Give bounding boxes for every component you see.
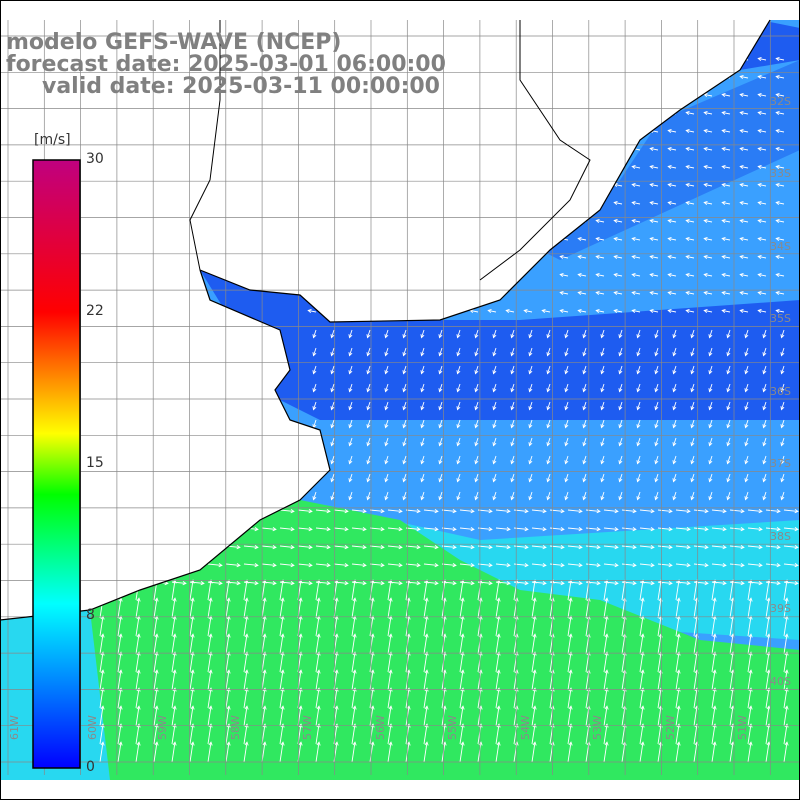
lat-label: 35S — [770, 312, 791, 325]
colorbar-tick: 8 — [86, 607, 95, 623]
title-valid-date: valid date: 2025-03-11 00:00:00 — [42, 74, 440, 99]
lon-label: 61W — [8, 715, 21, 740]
colorbar — [32, 159, 81, 769]
lon-label: 60W — [86, 715, 99, 740]
lat-label: 33S — [770, 167, 791, 180]
lon-label: 53W — [591, 715, 604, 740]
wind-vectors — [96, 56, 799, 763]
lon-label: 51W — [736, 715, 749, 740]
lon-label: 55W — [446, 715, 459, 740]
lat-label: 34S — [770, 240, 791, 253]
title-model: modelo GEFS-WAVE (NCEP) — [6, 30, 342, 55]
title-forecast-date: forecast date: 2025-03-01 06:00:00 — [6, 52, 446, 77]
colorbar-tick: 30 — [86, 151, 104, 167]
colorbar-tick: 15 — [86, 455, 104, 471]
lon-label: 57W — [301, 715, 314, 740]
lon-label: 59W — [156, 715, 169, 740]
colorbar-unit: [m/s] — [34, 132, 71, 148]
lat-label: 40S — [770, 675, 791, 688]
lon-label: 54W — [519, 715, 532, 740]
lat-label: 36S — [770, 385, 791, 398]
colorbar-tick: 0 — [86, 759, 95, 775]
lon-label: 52W — [664, 715, 677, 740]
lat-label: 32S — [770, 95, 791, 108]
lat-label: 38S — [770, 530, 791, 543]
colorbar-tick: 22 — [86, 303, 104, 319]
lon-label: 56W — [374, 715, 387, 740]
lon-label: 58W — [229, 715, 242, 740]
lat-label: 39S — [770, 602, 791, 615]
lat-lon-grid — [0, 20, 800, 775]
lat-label: 37S — [770, 457, 791, 470]
